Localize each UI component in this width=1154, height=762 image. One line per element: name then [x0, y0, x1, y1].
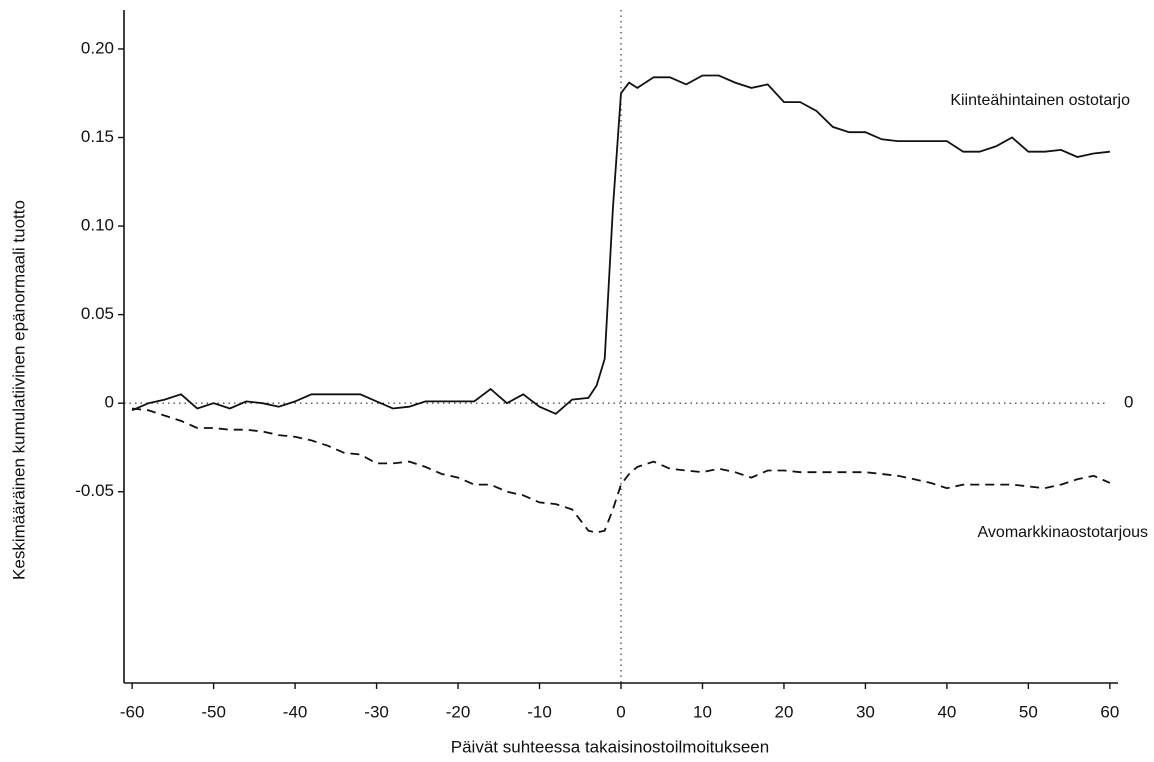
- y-tick-label: 0.05: [81, 304, 114, 323]
- series-label: Avomarkkinaostotarjous: [978, 524, 1148, 541]
- x-tick-label: -10: [527, 702, 552, 721]
- series-label: Kiinteähintainen ostotarjo: [950, 92, 1130, 109]
- y-tick-label: -0.05: [75, 481, 114, 500]
- x-tick-label: 10: [693, 702, 712, 721]
- x-tick-label: -30: [364, 702, 389, 721]
- x-tick-label: 0: [616, 702, 625, 721]
- x-tick-label: -40: [283, 702, 308, 721]
- x-tick-label: 20: [774, 702, 793, 721]
- x-tick-label: -50: [201, 702, 226, 721]
- y-tick-label: 0.15: [81, 127, 114, 146]
- series-line: [131, 74, 1110, 415]
- x-tick-label: -20: [446, 702, 471, 721]
- y-tick-label: 0.10: [81, 216, 114, 235]
- x-tick-label: 50: [1019, 702, 1038, 721]
- reference-label: 0: [1124, 393, 1133, 412]
- x-tick-label: 30: [856, 702, 875, 721]
- y-tick-label: 0.20: [81, 38, 114, 57]
- x-tick-label: 40: [937, 702, 956, 721]
- x-tick-label: 60: [1100, 702, 1119, 721]
- y-axis-label: Keskimääräinen kumulatiivinen epänormaal…: [9, 200, 28, 580]
- series-line: [132, 407, 1111, 534]
- x-tick-label: -60: [120, 702, 145, 721]
- y-tick-label: 0: [105, 393, 114, 412]
- x-axis-label: Päivät suhteessa takaisinostoilmoituksee…: [451, 737, 769, 756]
